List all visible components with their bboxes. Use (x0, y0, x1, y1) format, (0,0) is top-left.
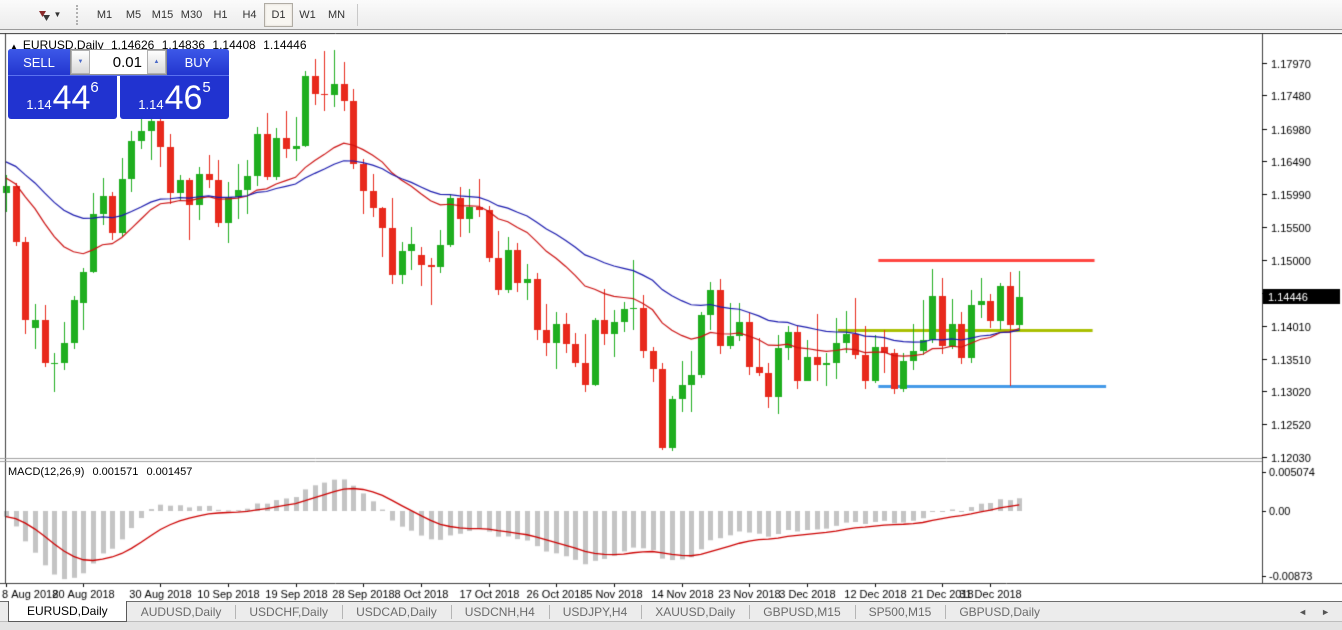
tab-xauusd-daily[interactable]: XAUUSD,Daily (641, 602, 749, 622)
ask-price-big: 46 (164, 78, 203, 117)
timeframe-button-w1[interactable]: W1 (299, 8, 316, 21)
tab-usdchf-daily[interactable]: USDCHF,Daily (235, 602, 342, 622)
toolbar-separator (357, 3, 358, 26)
timeframe-button-group: M1 M5 M15 M30 H1 H4 D1 W1 MN (90, 2, 351, 27)
macd-indicator-label: MACD(12,26,9) 0.001571 0.001457 (8, 466, 197, 478)
tab-eurusd-daily[interactable]: EURUSD,Daily (8, 601, 127, 622)
tab-sp500-m15[interactable]: SP500,M15 (854, 602, 946, 622)
ask-price-button[interactable]: 1.14 46 5 (120, 76, 229, 119)
chart-marker-icon: ▲ (10, 42, 18, 51)
macd-signal-value: 0.001457 (146, 466, 193, 478)
timeframe-button-m1[interactable]: M1 (96, 8, 113, 21)
price-chart-canvas[interactable] (0, 33, 1342, 601)
ohlc-open: 1.14626 (110, 38, 155, 52)
window-bottom-edge (0, 621, 1342, 630)
volume-spinner: ▼ ▲ (70, 49, 167, 75)
ohlc-high: 1.14836 (161, 38, 206, 52)
tab-scroll-arrows: ◄ ► (1298, 602, 1342, 622)
arrows-icon (38, 10, 50, 21)
buy-button[interactable]: BUY (167, 49, 229, 75)
ask-price-prefix: 1.14 (138, 97, 164, 112)
timeframe-button-m5[interactable]: M5 (125, 8, 142, 21)
top-toolbar: ▼ M1 M5 M15 M30 H1 H4 D1 W1 MN (0, 0, 1342, 30)
timeframe-button-d1[interactable]: D1 (264, 2, 293, 27)
chart-arrows-toolbar-button[interactable]: ▼ (30, 4, 68, 26)
tab-gbpusd-daily[interactable]: GBPUSD,Daily (945, 602, 1054, 622)
volume-decrease-button[interactable]: ▼ (71, 50, 90, 74)
tab-usdjpy-h4[interactable]: USDJPY,H4 (548, 602, 641, 622)
chevron-down-icon: ▼ (53, 10, 62, 19)
chart-title: ▲ EURUSD,Daily 1.14626 1.14836 1.14408 1.… (10, 38, 311, 52)
bid-price-button[interactable]: 1.14 44 6 (8, 76, 117, 119)
tab-usdcnh-h4[interactable]: USDCNH,H4 (450, 602, 549, 622)
timeframe-button-m30[interactable]: M30 (180, 8, 203, 21)
toolbar-grip[interactable] (76, 4, 84, 25)
timeframe-button-m15[interactable]: M15 (151, 8, 174, 21)
timeframe-button-h1[interactable]: H1 (213, 8, 228, 21)
macd-main-value: 0.001571 (92, 466, 139, 478)
one-click-trading-panel: SELL ▼ ▲ BUY 1.14 44 6 1.14 46 5 (8, 49, 229, 119)
tab-scroll-right-icon[interactable]: ► (1321, 607, 1330, 617)
timeframe-button-mn[interactable]: MN (327, 8, 346, 21)
volume-increase-button[interactable]: ▲ (147, 50, 166, 74)
timeframe-button-h4[interactable]: H4 (242, 8, 257, 21)
chart-symbol-label: EURUSD,Daily (22, 38, 104, 52)
tab-audusd-daily[interactable]: AUDUSD,Daily (140, 605, 222, 619)
tab-gbpusd-m15[interactable]: GBPUSD,M15 (749, 602, 854, 622)
chart-tabs: EURUSD,Daily AUDUSD,Daily USDCHF,Daily USDC… (0, 601, 1054, 622)
volume-input[interactable] (90, 50, 147, 74)
ohlc-low: 1.14408 (212, 38, 256, 52)
sell-button[interactable]: SELL (8, 49, 70, 75)
macd-name: MACD(12,26,9) (8, 466, 85, 478)
bid-price-sup: 6 (90, 79, 99, 96)
bid-price-big: 44 (52, 78, 91, 117)
ohlc-close: 1.14446 (263, 38, 307, 52)
tab-scroll-left-icon[interactable]: ◄ (1298, 607, 1308, 617)
tab-usdcad-daily[interactable]: USDCAD,Daily (342, 602, 451, 622)
chart-tab-bar: EURUSD,Daily AUDUSD,Daily USDCHF,Daily USDC… (0, 601, 1342, 622)
ask-price-sup: 5 (202, 79, 211, 96)
bid-price-prefix: 1.14 (26, 97, 52, 112)
